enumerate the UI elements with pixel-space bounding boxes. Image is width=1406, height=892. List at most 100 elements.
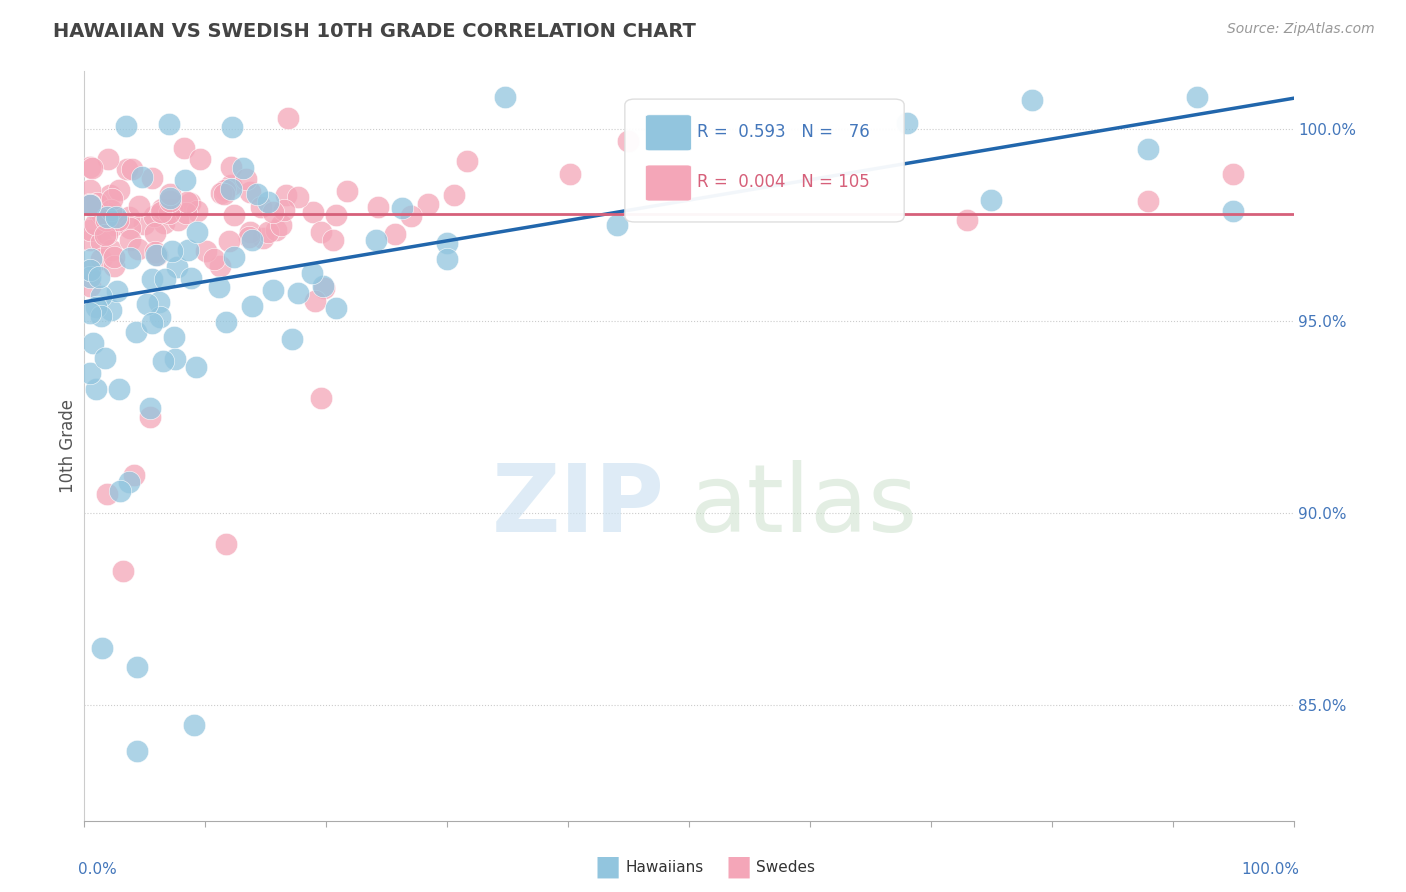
Point bbox=[79, 263, 101, 277]
Point bbox=[364, 233, 387, 247]
Point bbox=[560, 167, 582, 181]
Point bbox=[1222, 203, 1244, 218]
Point bbox=[956, 213, 979, 227]
Point bbox=[436, 236, 458, 251]
Point bbox=[145, 248, 167, 262]
Point bbox=[90, 235, 112, 249]
Point bbox=[219, 178, 242, 193]
Point bbox=[97, 152, 120, 166]
Point bbox=[94, 228, 117, 243]
Point bbox=[97, 206, 120, 220]
Point bbox=[79, 223, 101, 237]
Point bbox=[86, 382, 108, 396]
Point bbox=[980, 193, 1002, 207]
Point bbox=[264, 223, 287, 237]
Point bbox=[173, 173, 195, 187]
Point bbox=[240, 299, 263, 313]
Point bbox=[179, 196, 201, 211]
Point bbox=[325, 208, 347, 222]
Y-axis label: 10th Grade: 10th Grade bbox=[59, 399, 77, 493]
Point bbox=[311, 391, 333, 405]
Point bbox=[232, 161, 254, 175]
Point bbox=[219, 182, 242, 196]
Point bbox=[262, 205, 284, 219]
Point bbox=[174, 206, 197, 220]
Point bbox=[202, 252, 225, 266]
Point bbox=[399, 209, 422, 223]
Point bbox=[90, 289, 112, 303]
Text: ■: ■ bbox=[725, 853, 751, 881]
Point bbox=[896, 116, 918, 130]
Point bbox=[218, 234, 240, 248]
Point bbox=[325, 301, 347, 315]
Point bbox=[212, 186, 235, 201]
Point bbox=[94, 351, 117, 366]
Point bbox=[287, 190, 309, 204]
Point bbox=[98, 187, 121, 202]
Point bbox=[418, 197, 440, 211]
Point bbox=[82, 335, 104, 350]
Point bbox=[367, 200, 389, 214]
Text: ZIP: ZIP bbox=[492, 460, 665, 552]
Point bbox=[87, 206, 110, 220]
Point bbox=[153, 216, 176, 230]
Point bbox=[207, 279, 229, 293]
Point bbox=[111, 564, 134, 578]
Point bbox=[176, 194, 198, 209]
Point bbox=[238, 225, 260, 239]
Point bbox=[617, 134, 640, 148]
Point bbox=[302, 205, 325, 219]
FancyBboxPatch shape bbox=[624, 99, 904, 222]
Point bbox=[153, 272, 176, 286]
Point bbox=[148, 295, 170, 310]
Point bbox=[145, 248, 167, 262]
Point bbox=[100, 202, 122, 217]
Point bbox=[141, 272, 163, 286]
Point bbox=[103, 251, 125, 265]
Text: R =  0.004   N = 105: R = 0.004 N = 105 bbox=[697, 173, 870, 191]
Point bbox=[186, 204, 208, 219]
Point bbox=[79, 183, 101, 197]
Point bbox=[143, 244, 166, 259]
Point bbox=[79, 366, 101, 380]
Point bbox=[186, 359, 208, 374]
Point bbox=[1137, 143, 1160, 157]
Point bbox=[132, 217, 155, 231]
Point bbox=[257, 195, 280, 210]
Point bbox=[304, 293, 326, 308]
FancyBboxPatch shape bbox=[645, 115, 692, 151]
Point bbox=[84, 301, 107, 315]
Point bbox=[124, 467, 146, 482]
FancyBboxPatch shape bbox=[645, 165, 692, 201]
Point bbox=[79, 270, 101, 285]
Point bbox=[173, 141, 195, 155]
Point bbox=[180, 270, 202, 285]
Point bbox=[139, 410, 162, 425]
Point bbox=[270, 218, 292, 232]
Point bbox=[96, 487, 118, 501]
Point bbox=[215, 537, 238, 551]
Point bbox=[301, 266, 323, 280]
Point bbox=[90, 206, 112, 220]
Point bbox=[107, 213, 129, 227]
Point bbox=[167, 212, 190, 227]
Point bbox=[219, 160, 242, 174]
Point bbox=[100, 303, 122, 318]
Point bbox=[606, 218, 628, 232]
Point bbox=[239, 185, 262, 199]
Point bbox=[276, 187, 298, 202]
Point bbox=[96, 211, 118, 225]
Text: Swedes: Swedes bbox=[756, 860, 815, 874]
Point bbox=[238, 229, 260, 244]
Point bbox=[149, 310, 172, 325]
Point bbox=[115, 119, 138, 133]
Point bbox=[235, 172, 257, 186]
Point bbox=[143, 227, 166, 241]
Point bbox=[80, 252, 103, 267]
Point bbox=[159, 117, 181, 131]
Point bbox=[177, 243, 200, 257]
Point bbox=[105, 284, 128, 298]
Point bbox=[1185, 90, 1208, 104]
Point bbox=[1222, 167, 1244, 181]
Point bbox=[79, 197, 101, 211]
